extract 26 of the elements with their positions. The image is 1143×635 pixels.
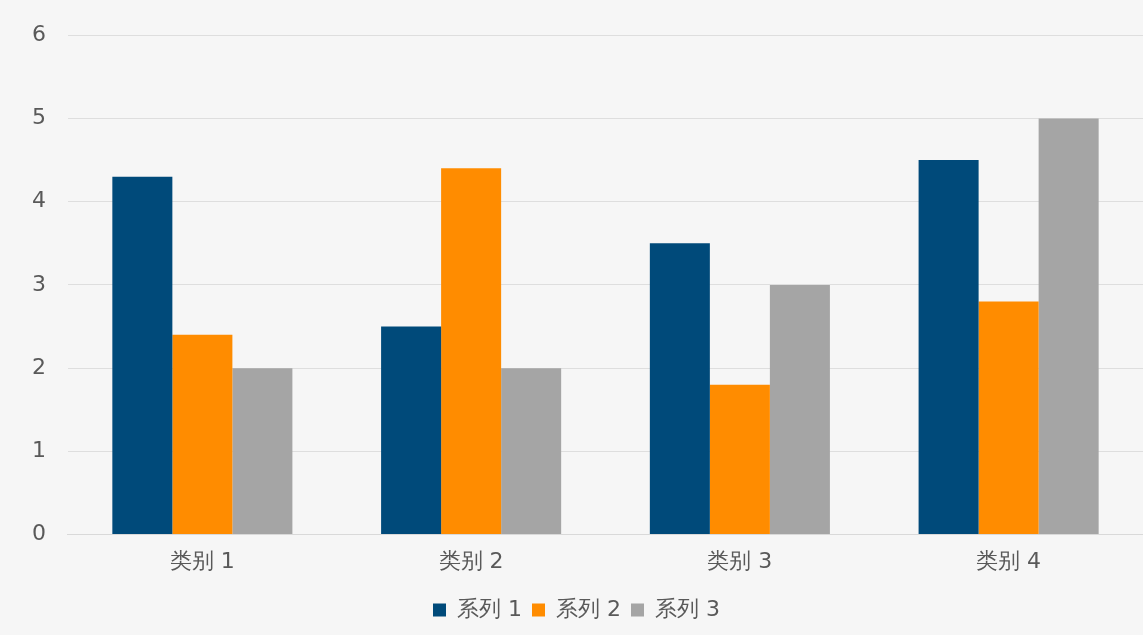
y-tick-label: 0 — [32, 520, 46, 546]
bar — [978, 301, 1039, 535]
bar — [918, 160, 979, 535]
bar — [501, 368, 562, 535]
bar — [112, 176, 173, 535]
x-tick-label: 类别 3 — [707, 547, 773, 573]
y-tick-label: 5 — [32, 104, 46, 130]
bar — [441, 168, 502, 535]
x-tick-label: 类别 1 — [169, 547, 235, 573]
legend-label: 系列 1 — [457, 595, 523, 621]
legend-label: 系列 2 — [556, 595, 621, 621]
bar — [769, 284, 830, 535]
legend-label: 系列 3 — [655, 595, 720, 621]
bar — [1038, 118, 1099, 535]
y-tick-label: 3 — [32, 270, 46, 296]
y-tick-label: 4 — [32, 187, 46, 213]
bar — [172, 334, 233, 535]
x-tick-label: 类别 4 — [976, 547, 1042, 573]
y-tick-label: 1 — [32, 437, 46, 463]
y-tick-label: 2 — [32, 353, 46, 379]
bar — [709, 384, 770, 535]
y-tick-label: 6 — [32, 20, 46, 46]
x-tick-label: 类别 2 — [438, 547, 504, 573]
bar — [649, 243, 710, 535]
bar — [232, 368, 293, 535]
bar — [381, 326, 442, 535]
